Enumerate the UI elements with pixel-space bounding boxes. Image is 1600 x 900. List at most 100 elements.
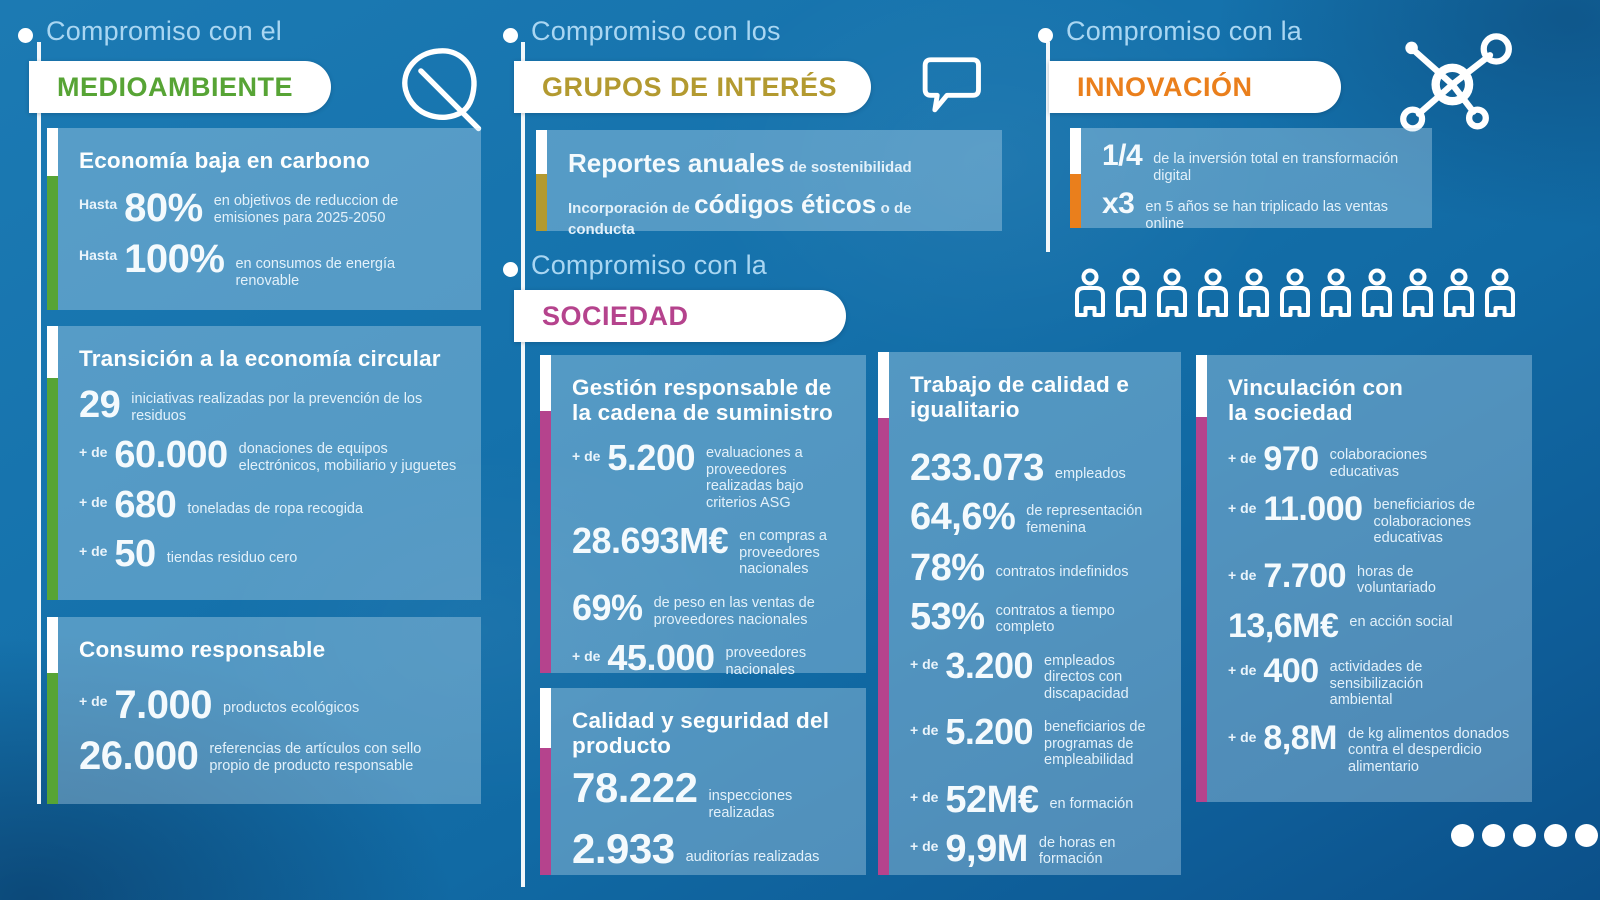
stat-value: 5.200: [945, 711, 1033, 753]
stat-desc: de representación femenina: [1026, 503, 1143, 536]
title-medioambiente: MEDIOAMBIENTE: [57, 71, 293, 102]
kicker-sociedad: Compromiso con la: [531, 250, 767, 280]
stat-desc: tiendas residuo cero: [166, 550, 298, 567]
leaf-icon: [393, 42, 483, 139]
stat-value: 29: [79, 384, 121, 427]
stat-prefix: + de: [572, 648, 601, 665]
accent-bar-green: [47, 128, 58, 310]
stat-value: 2.933: [572, 825, 675, 873]
stat-prefix: + de: [910, 837, 939, 854]
stat-value: 9,9M: [945, 827, 1028, 870]
dot-icon[interactable]: [1544, 824, 1567, 847]
stat-row: 26.000 referencias de artículos con sell…: [79, 734, 459, 779]
stat-row: + de 7.700 horas de voluntariado: [1228, 559, 1510, 597]
stat-value: 100%: [124, 237, 225, 282]
stat-row: + de 50 tiendas residuo cero: [79, 535, 459, 573]
stat-desc: en compras a proveedores nacionales: [739, 528, 827, 578]
stat-prefix: + de: [1228, 728, 1257, 745]
stat-desc: de kg alimentos donados contra el desper…: [1348, 725, 1510, 775]
stat-value: 7.000: [114, 683, 213, 728]
panel-title: Economía baja en carbono: [79, 148, 371, 173]
section-dot-medioambiente: [18, 28, 33, 43]
stat-value: 5.200: [607, 437, 695, 479]
stat-prefix: + de: [572, 448, 601, 465]
panel-transicion: Transición a la economía circular 29 ini…: [47, 326, 481, 600]
accent-bar-orange: [1070, 128, 1081, 228]
reportes-strong-1: Reportes anuales: [568, 148, 785, 178]
stat-row: 69% de peso en las ventas de proveedores…: [572, 586, 844, 628]
stat-row: + de 45.000 proveedores nacionales: [572, 637, 844, 679]
stat-prefix: + de: [79, 543, 108, 560]
dot-icon[interactable]: [1482, 824, 1505, 847]
stat-desc: productos ecológicos: [223, 700, 360, 717]
stat-row: + de 680 toneladas de ropa recogida: [79, 484, 459, 527]
stat-value: 680: [114, 484, 177, 527]
stat-desc: horas de voluntariado: [1357, 563, 1436, 597]
stat-row: 78% contratos indefinidos: [910, 548, 1159, 586]
stat-value: 45.000: [607, 637, 715, 679]
speech-bubble-icon: [913, 48, 989, 125]
kicker-grupos: Compromiso con los: [531, 16, 781, 46]
title-sociedad: SOCIEDAD: [542, 300, 689, 331]
stat-prefix: + de: [910, 655, 939, 672]
stat-row: Hasta 80% en objetivos de reduccion de e…: [79, 188, 459, 228]
panel-title: Consumo responsable: [79, 637, 326, 662]
stat-value: 3.200: [945, 644, 1033, 686]
stat-row: + de 60.000 donaciones de equipos electr…: [79, 436, 459, 474]
stat-row: 78.222 inspecciones realizadas: [572, 767, 844, 821]
section-dot-innovacion: [1038, 28, 1053, 43]
stat-row: x3 en 5 años se han triplicado las venta…: [1102, 187, 1410, 232]
person-icon: [1318, 264, 1354, 329]
stat-row: + de 970 colaboraciones educativas: [1228, 442, 1510, 480]
stat-row: + de 7.000 productos ecológicos: [79, 683, 459, 728]
dot-icon[interactable]: [1575, 824, 1598, 847]
panel-title: Trabajo de calidad e igualitario: [910, 372, 1130, 423]
reportes-strong-2: códigos éticos: [694, 189, 877, 220]
stat-desc: en consumos de energía renovable: [235, 256, 396, 289]
stat-prefix: + de: [79, 693, 108, 710]
stat-prefix: Hasta: [79, 247, 118, 264]
stat-desc: toneladas de ropa recogida: [187, 501, 364, 518]
stat-prefix: + de: [79, 494, 108, 511]
stat-row: + de 11.000 beneficiarios de colaboracio…: [1228, 490, 1510, 547]
dot-icon[interactable]: [1451, 824, 1474, 847]
panel-gestion: Gestión responsable de la cadena de sumi…: [540, 355, 866, 678]
stat-prefix: Hasta: [79, 196, 118, 213]
person-icon: [1154, 264, 1190, 329]
timeline-innovacion: [1046, 42, 1050, 252]
pill-sociedad: SOCIEDAD: [514, 290, 846, 342]
stat-desc: de la inversión total en transformación …: [1153, 151, 1399, 184]
section-dot-grupos: [503, 28, 518, 43]
section-dot-sociedad: [503, 262, 518, 277]
stat-desc: en objetivos de reduccion de emisiones p…: [213, 193, 399, 226]
stat-row: 53% contratos a tiempo completo: [910, 598, 1159, 636]
stat-desc: beneficiarios de colaboraciones educativ…: [1373, 497, 1476, 547]
stat-row: Hasta 100% en consumos de energía renova…: [79, 237, 459, 289]
stat-row: 13,6M€ en acción social: [1228, 609, 1510, 643]
stat-prefix: + de: [1228, 662, 1257, 679]
panel-consumo: Consumo responsable + de 7.000 productos…: [47, 617, 481, 804]
stat-row: + de 5.200 beneficiarios de programas de…: [910, 711, 1159, 769]
person-icon: [1441, 264, 1477, 329]
accent-bar-pink: [540, 355, 551, 673]
person-icon: [1400, 264, 1436, 329]
stat-row: 28.693M€ en compras a proveedores nacion…: [572, 523, 844, 578]
title-innovacion: INNOVACIÓN: [1077, 71, 1253, 102]
reportes-line-2: Incorporación de códigos éticos o de con…: [568, 189, 980, 239]
timeline-medioambiente: [37, 42, 41, 804]
stat-value: 69%: [572, 586, 643, 628]
stat-row: + de 8,8M de kg alimentos donados contra…: [1228, 721, 1510, 776]
stat-row: 64,6% de representación femenina: [910, 496, 1159, 539]
stat-value: 11.000: [1263, 490, 1363, 529]
stat-value: 26.000: [79, 734, 199, 779]
stat-value: 64,6%: [910, 496, 1016, 539]
stat-row: + de 9,9M de horas en formación: [910, 827, 1159, 870]
stat-row: + de 400 actividades de sensibilización …: [1228, 654, 1510, 709]
people-row: [1072, 264, 1518, 329]
stat-desc: donaciones de equipos electrónicos, mobi…: [238, 441, 457, 474]
dot-icon[interactable]: [1513, 824, 1536, 847]
stat-value: x3: [1102, 187, 1135, 221]
panel-vinculacion: Vinculación con la sociedad + de 970 col…: [1196, 355, 1532, 802]
stat-desc: empleados directos con discapacidad: [1044, 652, 1129, 702]
person-icon: [1236, 264, 1272, 329]
